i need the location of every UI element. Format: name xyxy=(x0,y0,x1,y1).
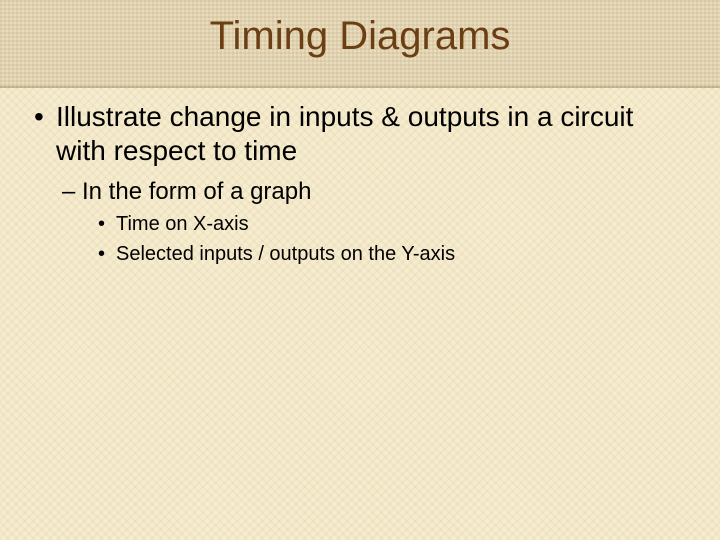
bullet-marker: • xyxy=(34,100,56,134)
bullet-level1: •Illustrate change in inputs & outputs i… xyxy=(34,100,686,167)
bullet-marker: • xyxy=(98,211,116,237)
bullet-text: Time on X-axis xyxy=(116,213,249,235)
slide-title: Timing Diagrams xyxy=(0,14,720,59)
bullet-marker: – xyxy=(62,177,82,207)
slide: Timing Diagrams •Illustrate change in in… xyxy=(0,0,720,540)
bullet-level3: •Selected inputs / outputs on the Y-axis xyxy=(98,241,686,267)
bullet-text: In the form of a graph xyxy=(82,178,311,205)
bullet-text: Illustrate change in inputs & outputs in… xyxy=(56,100,682,167)
bullet-level2: –In the form of a graph xyxy=(62,177,686,207)
bullet-text: Selected inputs / outputs on the Y-axis xyxy=(116,243,455,265)
bullet-marker: • xyxy=(98,241,116,267)
slide-body: •Illustrate change in inputs & outputs i… xyxy=(34,100,686,267)
bullet-level3: •Time on X-axis xyxy=(98,211,686,237)
